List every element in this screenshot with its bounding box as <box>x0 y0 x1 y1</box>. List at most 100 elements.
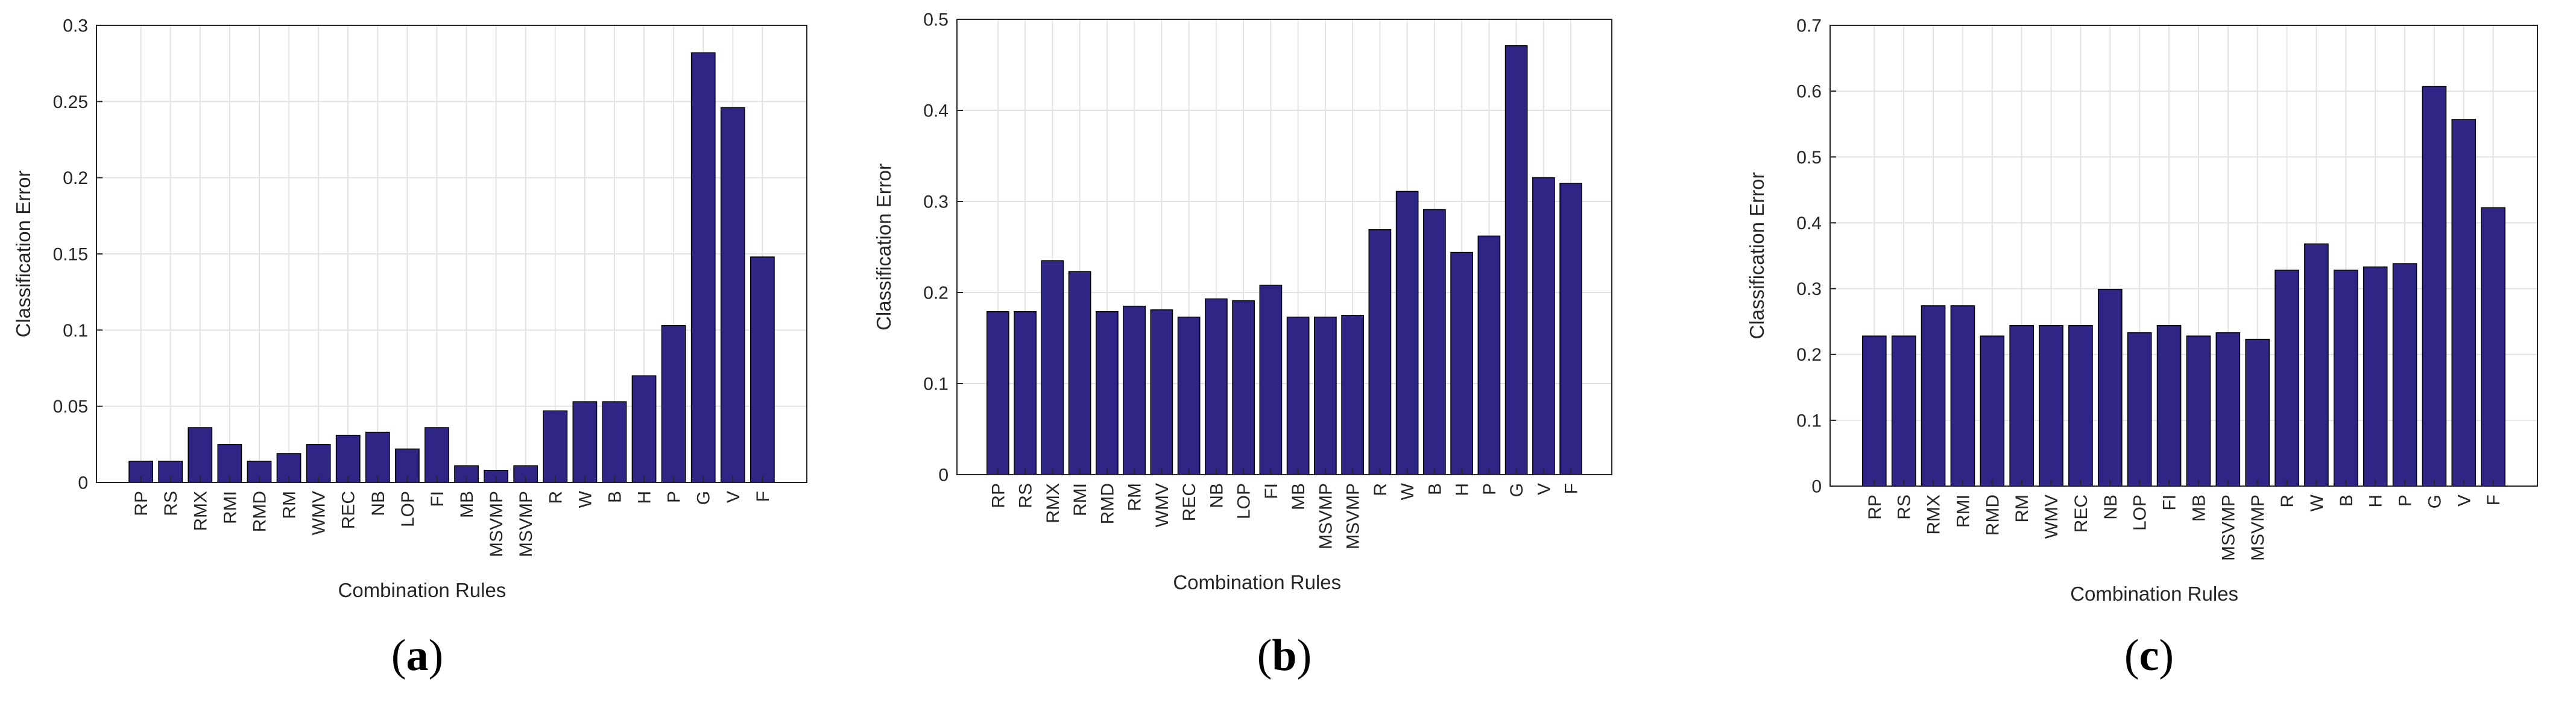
y-tick-label: 0.05 <box>53 397 88 417</box>
y-axis-label: Classification Error <box>873 163 895 330</box>
x-tick-label: REC <box>2071 495 2091 533</box>
x-tick-label: R <box>1371 483 1391 496</box>
panel-label-a: (a) <box>391 631 444 680</box>
x-tick-label: NB <box>368 491 388 516</box>
bar <box>1314 317 1337 475</box>
x-tick-label: B <box>1425 483 1445 495</box>
bar <box>1368 229 1392 475</box>
x-tick-label: MSVMP <box>516 491 536 557</box>
panel-label-a-letter: a <box>406 631 429 680</box>
bar <box>1891 335 1916 487</box>
x-axis-label: Combination Rules <box>2070 583 2238 605</box>
x-tick-label: RM <box>2012 495 2032 523</box>
y-tick-label: 0.6 <box>1796 82 1822 102</box>
x-tick-label: MB <box>457 491 477 518</box>
x-tick-label: RMD <box>1983 495 2003 536</box>
bar <box>1980 335 2005 487</box>
x-tick-label: RP <box>131 491 151 516</box>
x-tick-label: G <box>694 491 714 505</box>
bar <box>2392 263 2417 487</box>
y-tick-label: 0.2 <box>1796 345 1822 365</box>
x-tick-label: MB <box>1289 483 1309 510</box>
x-tick-label: W <box>575 490 595 508</box>
bar <box>2068 324 2093 487</box>
bar <box>1150 309 1173 475</box>
bar <box>2215 332 2241 487</box>
x-tick-label: WMV <box>2042 495 2062 539</box>
y-tick-label: 0.3 <box>1796 279 1822 299</box>
x-tick-label: RMX <box>191 491 210 531</box>
bar <box>1341 315 1364 475</box>
y-tick-label: 0 <box>78 473 88 493</box>
bar <box>1950 305 1975 487</box>
bar <box>1232 300 1255 475</box>
x-tick-label: FI <box>2160 495 2180 511</box>
x-tick-label: MB <box>2189 495 2209 522</box>
x-tick-label: R <box>546 491 566 504</box>
bar <box>2275 270 2299 487</box>
x-tick-label: F <box>2484 495 2504 505</box>
x-tick-label: WMV <box>309 491 329 535</box>
x-tick-label: RMD <box>250 491 270 532</box>
x-tick-label: RMX <box>1043 483 1063 523</box>
bar <box>335 434 361 483</box>
x-tick-label: P <box>1480 483 1500 495</box>
bar <box>425 427 449 483</box>
x-tick-label: LOP <box>2130 495 2150 531</box>
y-tick-label: 0.5 <box>923 10 949 30</box>
x-tick-label: RMI <box>1070 483 1090 516</box>
y-tick-label: 0.15 <box>53 245 88 265</box>
x-tick-label: RM <box>1125 483 1145 511</box>
bar <box>1423 209 1446 475</box>
plot-area <box>1830 25 2537 486</box>
y-tick-label: 0.1 <box>923 375 949 394</box>
x-tick-label: H <box>2366 495 2386 508</box>
bar <box>1532 177 1555 475</box>
x-tick-label: B <box>605 491 625 503</box>
bar <box>1395 191 1419 475</box>
bar <box>1259 285 1283 475</box>
x-tick-label: RMI <box>220 491 240 524</box>
chart-panel-a: 0 0.05 0.1 0.15 0.2 0.25 0.3 RP RS RMX RMI RMD RM WMV… <box>0 0 859 702</box>
bar <box>572 401 598 483</box>
bar <box>2127 332 2152 487</box>
x-tick-label: RM <box>280 491 300 519</box>
bar <box>602 401 627 483</box>
x-tick-label: RMD <box>1097 483 1117 524</box>
x-tick-label: MSVMP <box>2248 495 2268 561</box>
x-tick-label: P <box>665 491 684 503</box>
y-tick-label: 0 <box>938 466 949 485</box>
x-tick-label: NB <box>2101 495 2121 520</box>
bar <box>987 311 1009 475</box>
bar <box>1477 235 1501 475</box>
y-tick-label: 0.7 <box>1796 16 1822 36</box>
y-tick-label: 0 <box>1811 477 1822 497</box>
x-tick-label: RMI <box>1953 495 1973 528</box>
x-tick-label: REC <box>339 491 359 529</box>
axes-frame <box>1829 25 2538 487</box>
bar <box>2422 86 2447 487</box>
bar <box>2451 119 2477 487</box>
y-tick-label: 0.2 <box>63 168 88 188</box>
x-tick-label: F <box>753 491 773 502</box>
bar <box>1014 311 1037 475</box>
bar <box>1205 298 1228 475</box>
x-tick-label: FI <box>1261 483 1281 499</box>
x-tick-label: P <box>2396 495 2416 507</box>
bar <box>543 410 568 483</box>
bar <box>690 52 716 483</box>
x-tick-label: V <box>1534 483 1554 495</box>
bar <box>2039 324 2063 487</box>
x-tick-label: MSVMP <box>1343 483 1363 549</box>
axes-frame <box>956 19 1612 475</box>
chart-svg-a: 00.050.10.150.20.250.3RP RS RMX RMI RMD RM WMV… <box>12 16 807 601</box>
y-tick-label: 0.25 <box>53 92 88 112</box>
x-tick-label: G <box>2425 495 2445 508</box>
y-axis-label: Classification Error <box>12 171 34 338</box>
x-tick-label: RS <box>1016 483 1036 508</box>
bar <box>1096 311 1119 475</box>
x-tick-label: MSVMP <box>1316 483 1336 549</box>
x-tick-label: MSVMP <box>2218 495 2238 561</box>
panel-label-c-letter: c <box>2139 631 2159 680</box>
bar <box>750 256 775 483</box>
